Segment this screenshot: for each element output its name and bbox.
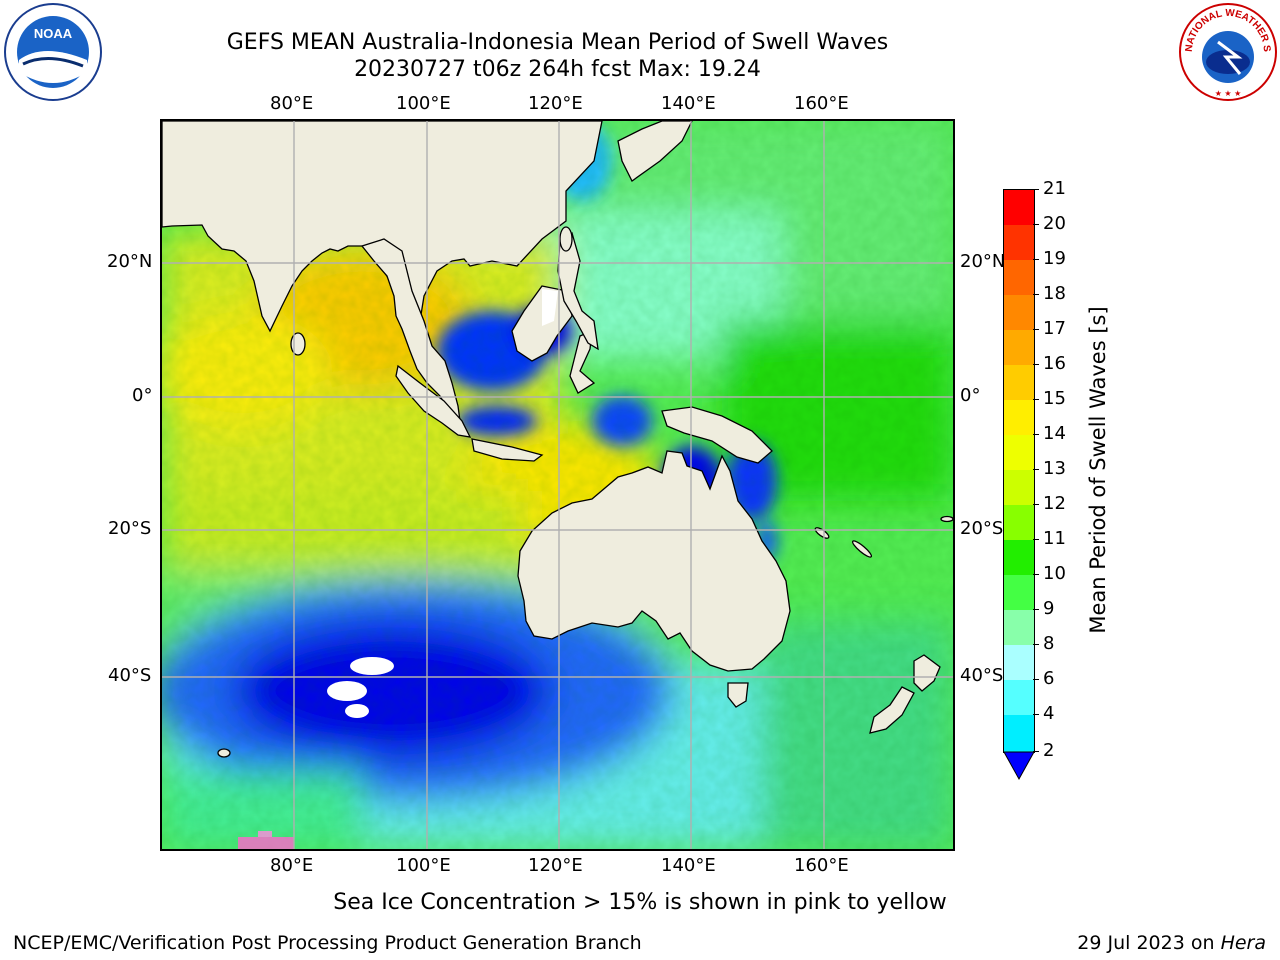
lon-tick-top-160e: 160°E bbox=[794, 93, 849, 114]
lon-tick-top-120e: 120°E bbox=[528, 93, 583, 114]
colorbar-swatch-10-11 bbox=[1004, 540, 1034, 575]
lat-tick-right-0: 0° bbox=[960, 385, 981, 406]
lat-tick-left-0: 0° bbox=[132, 385, 153, 406]
colorbar-swatch-20-21 bbox=[1004, 190, 1034, 225]
colorbar-swatch-18-19 bbox=[1004, 260, 1034, 295]
chart-title: GEFS MEAN Australia-Indonesia Mean Perio… bbox=[226, 30, 889, 55]
no-data-patches bbox=[327, 289, 558, 718]
colorbar-swatch-16-17 bbox=[1004, 330, 1034, 365]
footer-date-text: 29 Jul 2023 on bbox=[1077, 932, 1221, 954]
colorbar-tick-18: 18 bbox=[1043, 283, 1066, 304]
colorbar-tick-11: 11 bbox=[1043, 528, 1066, 549]
colorbar-swatch-8-9 bbox=[1004, 610, 1034, 645]
swell-period-map bbox=[162, 121, 953, 849]
lon-tick-bottom-140e: 140°E bbox=[661, 855, 716, 876]
chart-subtitle: 20230727 t06z 264h fcst Max: 19.24 bbox=[354, 57, 761, 82]
colorbar-swatch-13-14 bbox=[1004, 435, 1034, 470]
colorbar-tick-20: 20 bbox=[1043, 213, 1066, 234]
lat-tick-left-20s: 20°S bbox=[108, 518, 152, 539]
colorbar-label: Mean Period of Swell Waves [s] bbox=[1086, 306, 1110, 634]
colorbar-tick-4: 4 bbox=[1043, 703, 1055, 724]
lon-tick-bottom-120e: 120°E bbox=[528, 855, 583, 876]
colorbar-swatch-19-20 bbox=[1004, 225, 1034, 260]
lon-tick-bottom-80e: 80°E bbox=[270, 855, 314, 876]
colorbar-swatch-17-18 bbox=[1004, 295, 1034, 330]
colorbar-tick-14: 14 bbox=[1043, 423, 1066, 444]
colorbar-tick-12: 12 bbox=[1043, 493, 1066, 514]
map-panel bbox=[160, 119, 955, 851]
footer-machine: Hera bbox=[1220, 932, 1266, 954]
colorbar-tick-19: 19 bbox=[1043, 248, 1066, 269]
colorbar-tick-6: 6 bbox=[1043, 668, 1055, 689]
colorbar-swatches bbox=[1003, 189, 1035, 753]
lat-tick-right-20s: 20°S bbox=[960, 518, 1004, 539]
lat-tick-right-20n: 20°N bbox=[960, 251, 1006, 272]
colorbar-swatch-15-16 bbox=[1004, 365, 1034, 400]
colorbar-tick-21: 21 bbox=[1043, 178, 1066, 199]
colorbar-swatch-12-13 bbox=[1004, 470, 1034, 505]
map-gridlines bbox=[162, 121, 953, 849]
noaa-logo: NOAA bbox=[3, 2, 103, 102]
colorbar-swatch-14-15 bbox=[1004, 400, 1034, 435]
lon-tick-top-80e: 80°E bbox=[270, 93, 314, 114]
colorbar-swatch-6-8 bbox=[1004, 645, 1034, 680]
footer-date: 29 Jul 2023 on Hera bbox=[1077, 932, 1266, 954]
landmasses bbox=[162, 121, 953, 758]
colorbar-tick-16: 16 bbox=[1043, 353, 1066, 374]
colorbar-swatch-11-12 bbox=[1004, 505, 1034, 540]
colorbar-swatch-9-10 bbox=[1004, 575, 1034, 610]
colorbar-tick-17: 17 bbox=[1043, 318, 1066, 339]
colorbar-extend-triangle bbox=[1003, 751, 1035, 781]
colorbar-tick-2: 2 bbox=[1043, 740, 1055, 761]
colorbar-tick-10: 10 bbox=[1043, 563, 1066, 584]
colorbar: 21 20 19 18 17 16 15 14 13 12 11 10 9 8 … bbox=[1003, 179, 1083, 784]
colorbar-tick-15: 15 bbox=[1043, 388, 1066, 409]
colorbar-tick-8: 8 bbox=[1043, 633, 1055, 654]
sea-ice-note: Sea Ice Concentration > 15% is shown in … bbox=[333, 890, 947, 915]
footer-credit: NCEP/EMC/Verification Post Processing Pr… bbox=[13, 932, 642, 954]
colorbar-swatch-2-4 bbox=[1004, 715, 1034, 752]
colorbar-swatch-4-6 bbox=[1004, 680, 1034, 715]
lat-tick-right-40s: 40°S bbox=[960, 665, 1004, 686]
sea-ice-patch bbox=[238, 831, 294, 849]
lon-tick-top-140e: 140°E bbox=[661, 93, 716, 114]
lon-tick-bottom-100e: 100°E bbox=[396, 855, 451, 876]
noaa-logo-text: NOAA bbox=[34, 26, 73, 41]
colorbar-tick-13: 13 bbox=[1043, 458, 1066, 479]
lon-tick-bottom-160e: 160°E bbox=[794, 855, 849, 876]
colorbar-tick-9: 9 bbox=[1043, 598, 1055, 619]
svg-text:★ ★ ★: ★ ★ ★ bbox=[1215, 89, 1242, 98]
lon-tick-top-100e: 100°E bbox=[396, 93, 451, 114]
nws-logo: NATIONAL WEATHER SERVICE ★ ★ ★ bbox=[1174, 0, 1278, 102]
lat-tick-left-20n: 20°N bbox=[107, 251, 153, 272]
lat-tick-left-40s: 40°S bbox=[108, 665, 152, 686]
